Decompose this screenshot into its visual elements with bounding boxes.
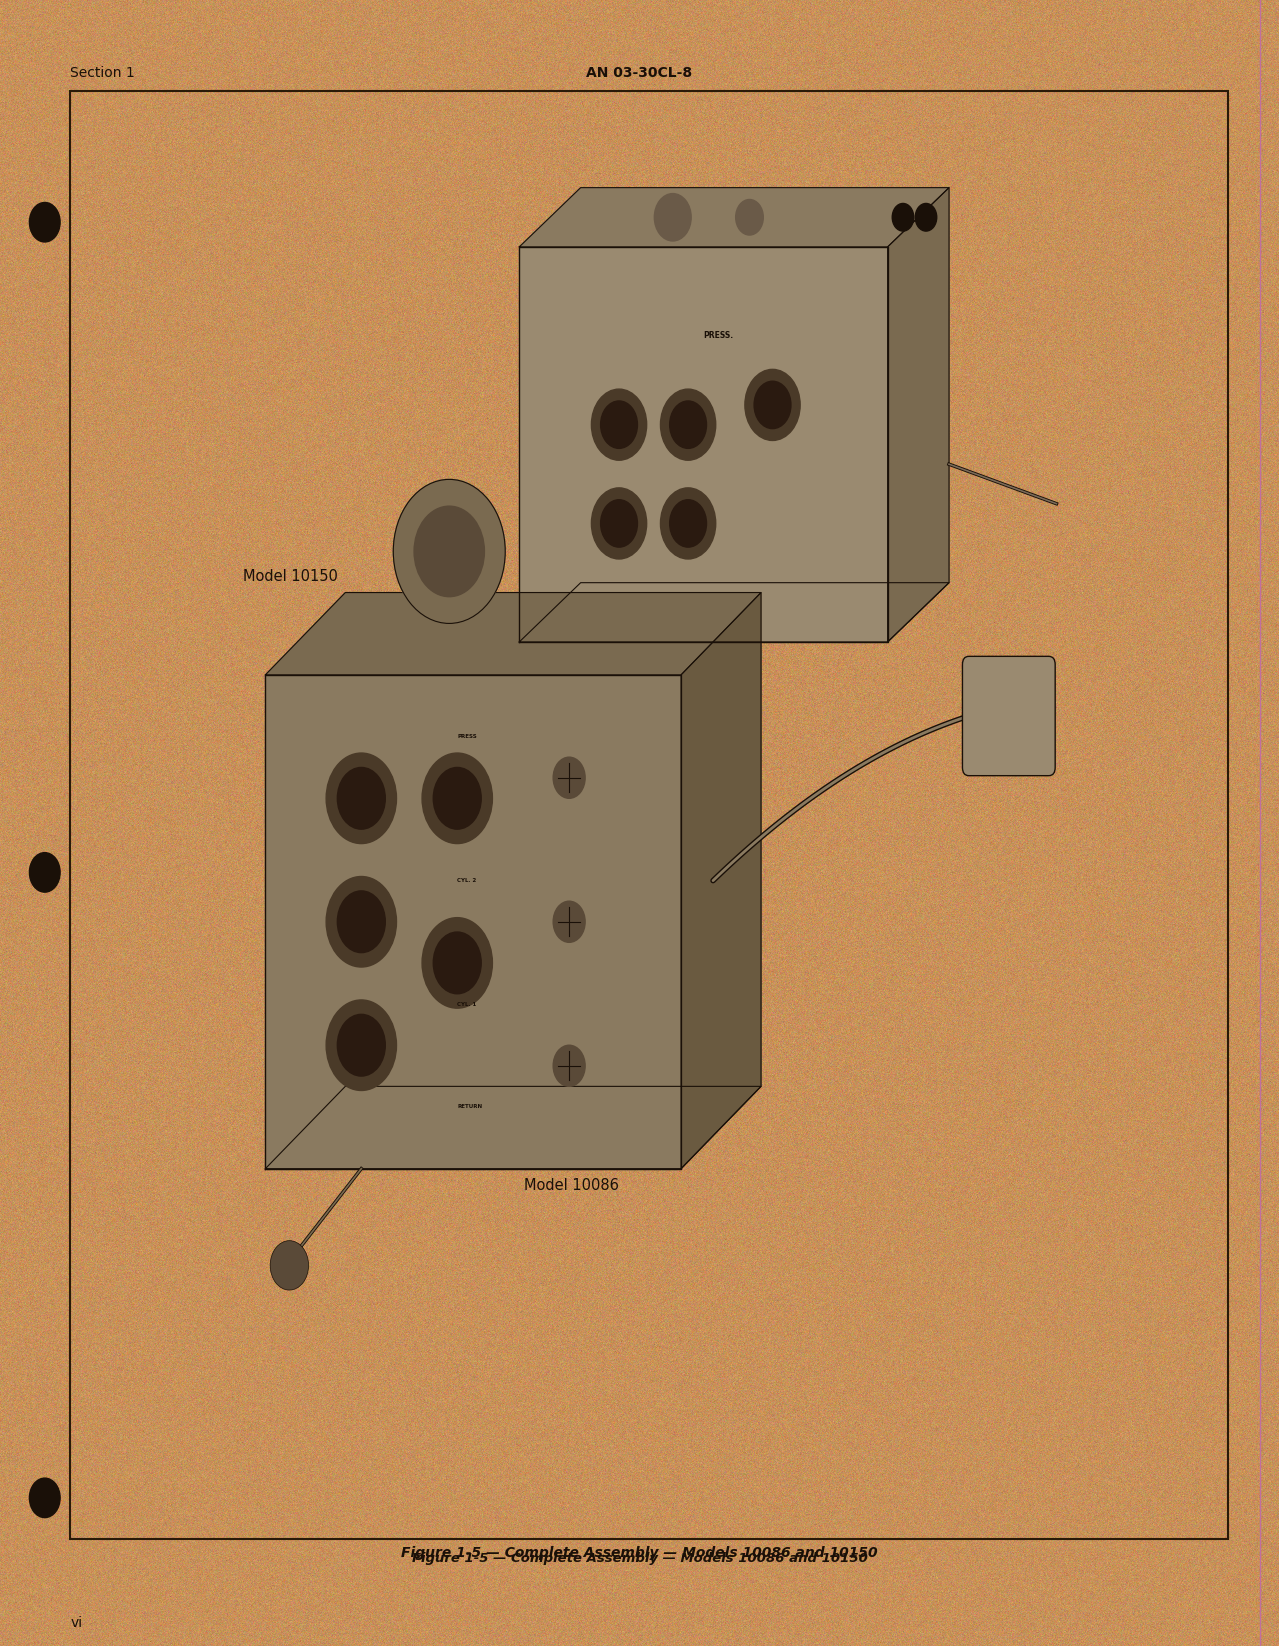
Circle shape: [422, 754, 492, 843]
Text: Model 10150: Model 10150: [243, 568, 338, 584]
Circle shape: [601, 500, 637, 546]
Text: CYL. 1: CYL. 1: [457, 1001, 477, 1007]
Circle shape: [916, 204, 936, 230]
Circle shape: [553, 1045, 585, 1086]
Circle shape: [660, 388, 716, 461]
Circle shape: [29, 202, 60, 242]
Circle shape: [326, 876, 396, 968]
Circle shape: [670, 402, 706, 448]
Polygon shape: [888, 188, 949, 642]
Text: Figure 1-5 — Complete Assembly — Models 10086 and 10150: Figure 1-5 — Complete Assembly — Models …: [412, 1552, 867, 1565]
Polygon shape: [265, 1086, 761, 1169]
Polygon shape: [519, 188, 949, 247]
Polygon shape: [265, 675, 680, 1169]
Circle shape: [655, 194, 691, 240]
Circle shape: [744, 369, 801, 441]
Text: Model 10086: Model 10086: [524, 1177, 619, 1193]
Polygon shape: [519, 583, 949, 642]
Text: AN 03-30CL-8: AN 03-30CL-8: [587, 66, 692, 81]
Polygon shape: [519, 247, 888, 642]
FancyBboxPatch shape: [962, 657, 1055, 775]
Text: PRESS.: PRESS.: [703, 331, 734, 341]
Circle shape: [338, 890, 385, 953]
Circle shape: [591, 388, 647, 461]
Polygon shape: [680, 593, 761, 1169]
Circle shape: [553, 757, 585, 798]
Circle shape: [414, 507, 485, 597]
Circle shape: [735, 199, 764, 235]
Circle shape: [29, 1478, 60, 1518]
Text: CYL. 2: CYL. 2: [457, 877, 477, 884]
Circle shape: [591, 487, 647, 560]
Text: Section 1: Section 1: [70, 66, 136, 81]
Circle shape: [393, 479, 505, 624]
Circle shape: [601, 402, 637, 448]
Text: PRESS: PRESS: [457, 734, 477, 739]
Circle shape: [338, 1014, 385, 1076]
Circle shape: [434, 932, 481, 994]
Circle shape: [29, 853, 60, 892]
Circle shape: [670, 500, 706, 546]
Text: RETURN: RETURN: [457, 1104, 482, 1109]
Circle shape: [553, 902, 585, 942]
Circle shape: [338, 767, 385, 830]
Circle shape: [326, 1001, 396, 1091]
Circle shape: [434, 767, 481, 830]
Text: Figure 1-5 — Complete Assembly — Models 10086 and 10150: Figure 1-5 — Complete Assembly — Models …: [402, 1546, 877, 1560]
Circle shape: [270, 1241, 308, 1290]
Bar: [70, 91, 1228, 1539]
Circle shape: [422, 918, 492, 1007]
Text: vi: vi: [70, 1615, 82, 1630]
Circle shape: [660, 487, 716, 560]
Circle shape: [755, 382, 790, 428]
Circle shape: [893, 204, 913, 230]
Circle shape: [326, 754, 396, 843]
Polygon shape: [265, 593, 761, 675]
